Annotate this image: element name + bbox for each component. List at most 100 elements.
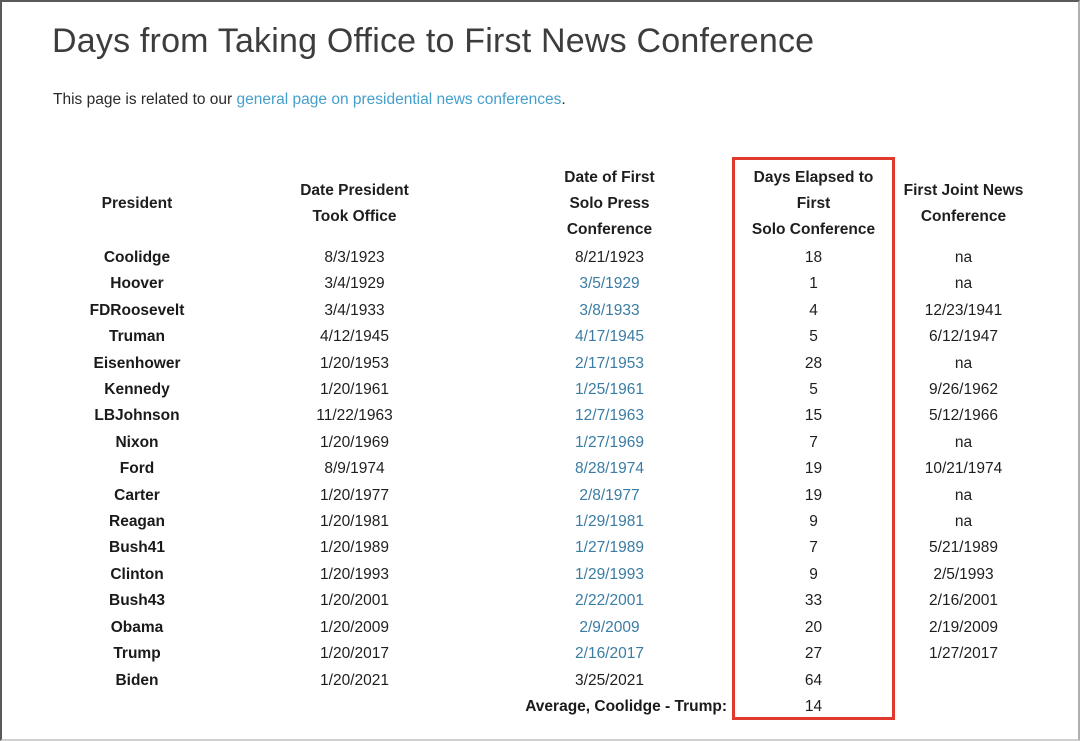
- first-solo-date-link[interactable]: 3/5/1929: [579, 275, 640, 293]
- president-name: Trump: [113, 645, 161, 663]
- empty-cell: [895, 694, 1032, 720]
- first-joint-date: 2/19/2009: [929, 618, 998, 636]
- first-joint-date: na: [954, 433, 973, 451]
- table-row: Truman 4/12/1945 4/17/1945 5 6/12/1947: [52, 324, 1032, 350]
- first-solo-date-link[interactable]: 12/7/1963: [575, 407, 644, 425]
- table-body: Coolidge 8/3/1923 8/21/1923 18 na Hoover…: [52, 245, 1032, 720]
- took-office-date: 1/20/1981: [320, 513, 389, 531]
- president-name: Bush43: [109, 592, 165, 610]
- days-elapsed-value: 64: [804, 671, 823, 689]
- first-joint-date: na: [954, 249, 973, 266]
- days-elapsed-value: 1: [809, 275, 818, 293]
- first-joint-date: na: [954, 513, 973, 531]
- presidents-table: President Date President Took Office Dat…: [52, 162, 1032, 720]
- first-solo-date-link[interactable]: 1/29/1993: [575, 565, 644, 583]
- table-row: Obama 1/20/2009 2/9/2009 20 2/19/2009: [52, 615, 1032, 641]
- page-title: Days from Taking Office to First News Co…: [52, 22, 815, 60]
- first-solo-date-link[interactable]: 4/17/1945: [575, 328, 644, 346]
- president-name: Clinton: [110, 565, 164, 583]
- first-solo-date: 12/7/1963: [487, 403, 732, 429]
- took-office-date: 1/20/2001: [320, 592, 389, 610]
- president-name: Bush41: [109, 539, 165, 557]
- intro-text: This page is related to our general page…: [53, 89, 566, 110]
- table-row: Reagan 1/20/1981 1/29/1981 9 na: [52, 509, 1032, 535]
- president-name: Biden: [115, 671, 159, 689]
- days-elapsed-value: 15: [804, 407, 823, 425]
- took-office-date: 1/20/1993: [320, 565, 389, 583]
- col-header-first-solo: Date of First Solo Press Conference: [564, 168, 655, 238]
- president-name: Kennedy: [104, 381, 170, 399]
- first-joint-date: na: [954, 486, 973, 504]
- table-row: Coolidge 8/3/1923 8/21/1923 18 na: [52, 245, 1032, 271]
- first-solo-date: 2/9/2009: [487, 615, 732, 641]
- president-name: Hoover: [110, 275, 164, 293]
- first-joint-date: 6/12/1947: [929, 328, 998, 346]
- first-solo-date-link[interactable]: 8/28/1974: [575, 460, 644, 478]
- first-joint-date: 1/27/2017: [929, 645, 998, 663]
- first-solo-date-link[interactable]: 2/22/2001: [575, 592, 644, 610]
- days-elapsed-value: 18: [804, 249, 823, 266]
- took-office-date: 1/20/1953: [320, 354, 389, 372]
- table-row: LBJohnson 11/22/1963 12/7/1963 15 5/12/1…: [52, 403, 1032, 429]
- empty-cell: [52, 694, 222, 720]
- first-joint-date: [895, 668, 1032, 694]
- first-solo-date-link[interactable]: 1/25/1961: [575, 381, 644, 399]
- took-office-date: 1/20/1989: [320, 539, 389, 557]
- days-elapsed-value: 19: [804, 486, 823, 504]
- first-solo-date-link[interactable]: 2/17/1953: [575, 354, 644, 372]
- days-elapsed-value: 5: [809, 381, 818, 399]
- took-office-date: 4/12/1945: [320, 328, 389, 346]
- table-row: Bush41 1/20/1989 1/27/1989 7 5/21/1989: [52, 535, 1032, 561]
- first-joint-date: 2/16/2001: [929, 592, 998, 610]
- first-solo-date: 3/8/1933: [487, 298, 732, 324]
- took-office-date: 8/9/1974: [324, 460, 385, 478]
- first-solo-date-link[interactable]: 1/27/1989: [575, 539, 644, 557]
- took-office-date: 1/20/2017: [320, 645, 389, 663]
- empty-cell: [222, 694, 487, 720]
- first-solo-date-link[interactable]: 2/16/2017: [575, 645, 644, 663]
- president-name: Eisenhower: [93, 354, 181, 372]
- first-joint-date: na: [954, 354, 973, 372]
- days-elapsed-value: 7: [809, 433, 818, 451]
- first-solo-date-link[interactable]: 2/8/1977: [579, 486, 640, 504]
- first-joint-date: 12/23/1941: [924, 301, 1003, 319]
- president-name: Ford: [119, 460, 155, 478]
- days-elapsed-value: 7: [809, 539, 818, 557]
- intro-link[interactable]: general page on presidential news confer…: [236, 91, 562, 108]
- average-row: Average, Coolidge - Trump: 14: [52, 694, 1032, 720]
- took-office-date: 1/20/1961: [320, 381, 389, 399]
- col-header-president: President: [101, 194, 173, 212]
- table-row: FDRoosevelt 3/4/1933 3/8/1933 4 12/23/19…: [52, 298, 1032, 324]
- first-solo-date-text: 3/25/2021: [575, 671, 644, 689]
- first-solo-date-link[interactable]: 1/29/1981: [575, 513, 644, 531]
- president-name: Carter: [114, 486, 160, 504]
- table-row: Nixon 1/20/1969 1/27/1969 7 na: [52, 430, 1032, 456]
- average-label: Average, Coolidge - Trump:: [525, 697, 727, 715]
- first-solo-date-link[interactable]: 1/27/1969: [575, 433, 644, 451]
- days-elapsed-value: 33: [804, 592, 823, 610]
- first-solo-date-link[interactable]: 3/8/1933: [579, 301, 640, 319]
- table-row: Clinton 1/20/1993 1/29/1993 9 2/5/1993: [52, 562, 1032, 588]
- took-office-date: 1/20/2021: [320, 671, 389, 689]
- days-elapsed-value: 27: [804, 645, 823, 663]
- first-solo-date-link[interactable]: 2/9/2009: [579, 618, 640, 636]
- col-header-took-office: Date President Took Office: [300, 181, 409, 225]
- days-elapsed-value: 4: [809, 301, 818, 319]
- president-name: Coolidge: [103, 249, 171, 266]
- first-solo-date: 8/28/1974: [487, 456, 732, 482]
- days-elapsed-value: 28: [804, 354, 823, 372]
- first-solo-date: 8/21/1923: [487, 245, 732, 271]
- table-row: Hoover 3/4/1929 3/5/1929 1 na: [52, 271, 1032, 297]
- table-row: Carter 1/20/1977 2/8/1977 19 na: [52, 483, 1032, 509]
- first-joint-date: 5/21/1989: [929, 539, 998, 557]
- average-days-value: 14: [804, 697, 823, 715]
- first-solo-date: 4/17/1945: [487, 324, 732, 350]
- first-solo-date: 2/8/1977: [487, 483, 732, 509]
- first-solo-date-text: 8/21/1923: [575, 249, 644, 266]
- took-office-date: 1/20/2009: [320, 618, 389, 636]
- first-solo-date: 1/29/1981: [487, 509, 732, 535]
- took-office-date: 3/4/1929: [324, 275, 385, 293]
- days-elapsed-value: 9: [809, 565, 818, 583]
- first-joint-date: 10/21/1974: [924, 460, 1003, 478]
- took-office-date: 3/4/1933: [324, 301, 385, 319]
